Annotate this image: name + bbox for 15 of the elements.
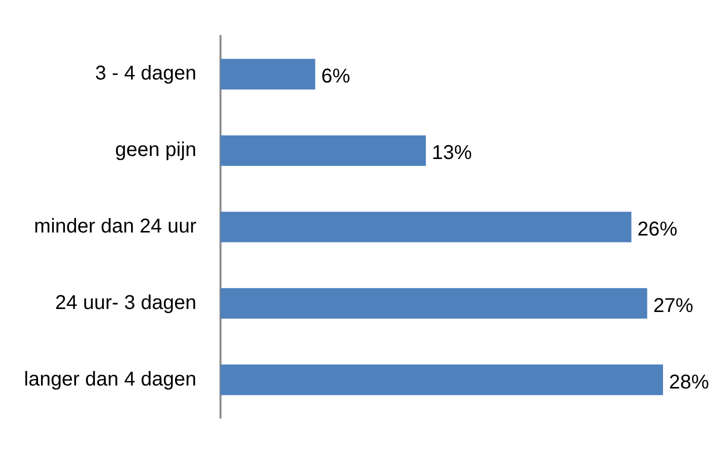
y-tick-label: langer dan 4 dagen: [24, 368, 196, 390]
data-label: 13%: [432, 142, 472, 164]
data-label: 28%: [669, 371, 710, 394]
data-label: 27%: [653, 294, 694, 317]
data-label: 6%: [321, 66, 350, 88]
bar: [220, 212, 632, 242]
y-tick-label: 3 - 4 dagen: [95, 62, 196, 85]
y-tick-label: 24 uur- 3 dagen: [55, 292, 196, 314]
y-tick-label: geen pijn: [115, 139, 196, 162]
bar: [220, 288, 648, 319]
y-tick-label: minder dan 24 uur: [34, 216, 197, 238]
bar: [220, 135, 426, 166]
bar: [220, 58, 316, 90]
bar: [220, 364, 663, 396]
data-label: 26%: [637, 218, 678, 241]
